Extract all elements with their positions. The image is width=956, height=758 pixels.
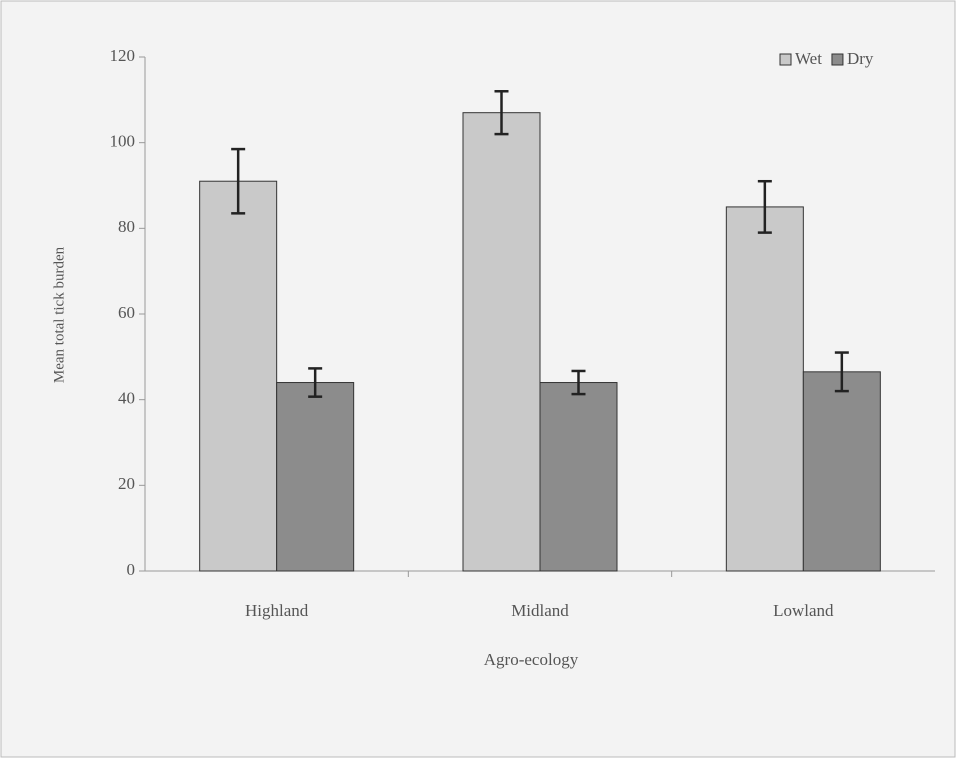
bar <box>539 382 618 572</box>
error-bar <box>571 369 586 396</box>
legend-swatch <box>779 53 792 66</box>
legend-swatch <box>831 53 844 66</box>
x-tick-label: Lowland <box>773 601 834 620</box>
x-axis-title: Agro-ecology <box>484 650 579 669</box>
y-axis-title: Mean total tick burden <box>51 246 67 383</box>
bar <box>276 382 355 572</box>
error-bar <box>757 179 772 234</box>
x-tick-label: Midland <box>511 601 569 620</box>
y-tick-label: 20 <box>118 474 135 493</box>
error-bar <box>834 351 849 393</box>
bar <box>462 112 541 572</box>
error-bar <box>231 147 246 215</box>
error-bar <box>308 367 323 398</box>
bar <box>802 371 881 572</box>
y-tick-label: 120 <box>110 46 136 65</box>
bar <box>199 180 278 572</box>
y-tick-label: 40 <box>118 389 135 408</box>
y-tick-label: 0 <box>127 560 136 579</box>
bar <box>725 206 804 572</box>
error-bar <box>494 90 509 136</box>
legend-label: Dry <box>847 49 874 68</box>
y-tick-label: 100 <box>110 132 136 151</box>
y-tick-label: 80 <box>118 217 135 236</box>
x-tick-label: Highland <box>245 601 309 620</box>
legend-label: Wet <box>795 49 822 68</box>
y-tick-label: 60 <box>118 303 135 322</box>
